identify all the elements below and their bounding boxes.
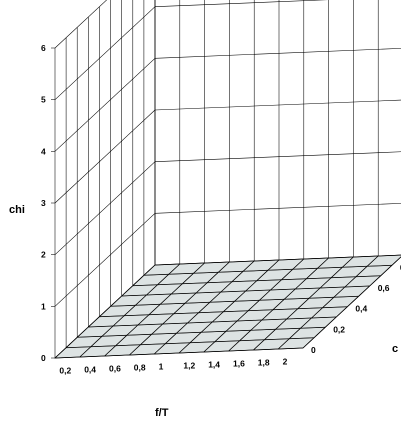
left-wall-gridline xyxy=(54,109,156,204)
back-wall-gridline xyxy=(154,203,401,214)
y-tick-label: 0 xyxy=(311,345,316,355)
surface-wireframe xyxy=(54,254,401,359)
surface-line-const-x xyxy=(302,256,401,349)
x-tick-label: 0,2 xyxy=(59,366,71,376)
surface-line-const-x xyxy=(228,257,329,352)
surface-line-const-x xyxy=(203,258,305,353)
y-axis-label: c xyxy=(392,343,398,355)
back-wall-gridline xyxy=(154,99,401,111)
z-tick-label: 2 xyxy=(41,250,46,260)
x-axis-label: f/T xyxy=(155,407,169,419)
back-wall-gridline xyxy=(154,48,401,59)
x-tick-label: 1 xyxy=(159,362,164,372)
y-tick-label: 0,6 xyxy=(378,283,390,293)
surface-line-const-x xyxy=(277,255,379,350)
back-wall-gridline xyxy=(154,0,328,7)
z-tick-label: 6 xyxy=(41,43,46,53)
left-wall-gridline xyxy=(54,213,156,307)
x-tick-label: 1,8 xyxy=(258,358,270,368)
left-wall-gridline xyxy=(54,58,156,152)
surface-line-const-x xyxy=(104,262,205,357)
floor-plane xyxy=(54,254,401,359)
back-wall-gridline xyxy=(154,151,401,162)
surface-line-const-x xyxy=(178,259,280,354)
z-tick-label: 0 xyxy=(41,353,46,363)
left-wall-gridline xyxy=(54,0,108,49)
z-tick-label: 1 xyxy=(41,301,46,311)
x-tick-label: 1,4 xyxy=(208,360,220,370)
y-tick-label: 0,4 xyxy=(355,304,367,314)
x-tick-label: 0,8 xyxy=(134,363,146,373)
x-tick-label: 1,2 xyxy=(183,361,195,371)
left-wall-gridline xyxy=(54,6,156,100)
x-tick-label: 0,6 xyxy=(109,364,121,374)
y-tick-label: 0,8 xyxy=(400,262,401,272)
z-tick-label: 3 xyxy=(41,198,46,208)
x-tick-label: 2 xyxy=(283,357,288,367)
left-wall-gridline xyxy=(54,161,156,255)
surface-line-const-x xyxy=(153,260,255,355)
surface-line-const-x xyxy=(129,261,230,356)
x-tick-label: 1,6 xyxy=(233,359,245,369)
surface-line-const-x xyxy=(54,264,156,359)
chart-floor xyxy=(54,254,401,359)
x-tick-label: 0,4 xyxy=(84,365,96,375)
surface-line-const-x xyxy=(79,263,181,358)
surface-line-const-x xyxy=(253,256,354,351)
y-tick-label: 0,2 xyxy=(333,324,345,334)
z-tick-label: 4 xyxy=(41,146,46,156)
z-axis-label: chi xyxy=(9,204,25,216)
z-tick-label: 5 xyxy=(41,95,46,105)
tick-labels: 0 1 2 3 4 5 6 0,2 0,4 0,6 0,8 1 1,2 1,4 1,6 1,8 2 0 0,2 0,4… xyxy=(41,43,401,376)
